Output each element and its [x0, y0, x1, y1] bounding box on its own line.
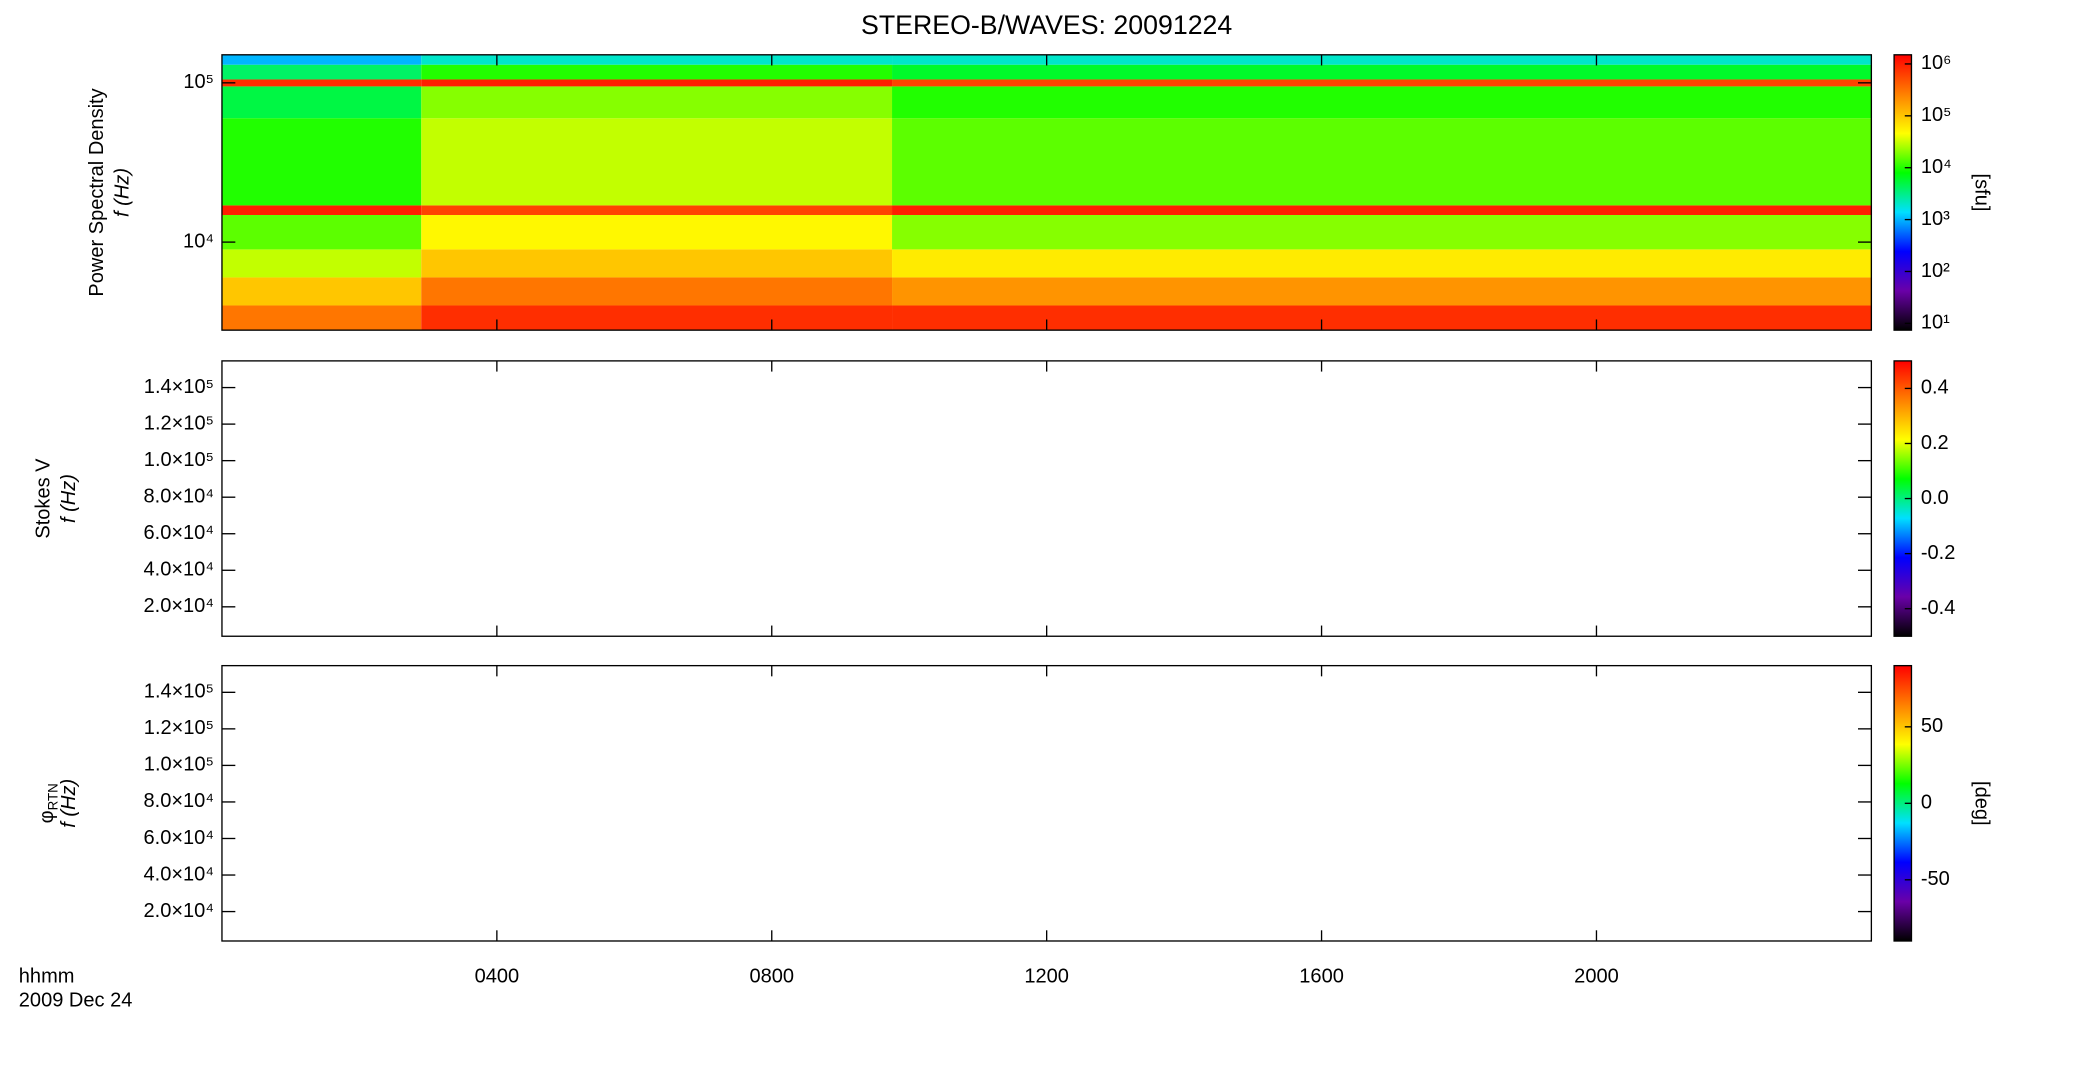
heatmap-cell — [221, 214, 422, 250]
colorbar-tick-label: 10⁴ — [1921, 156, 1952, 178]
heatmap-cell — [221, 64, 422, 80]
x-tick-label: 2000 — [1574, 965, 1619, 987]
heatmap-cell — [421, 54, 893, 65]
y-axis-label-subscript: RTN — [45, 783, 60, 810]
y-tick-label: 2.0×10⁴ — [144, 900, 214, 922]
heatmap-cell — [892, 305, 1872, 331]
heatmap-cell — [892, 214, 1872, 250]
chart-title: STEREO-B/WAVES: 20091224 — [861, 10, 1232, 40]
y-tick-label: 4.0×10⁴ — [144, 559, 214, 581]
heatmap-cell — [421, 305, 893, 331]
heatmap-cell — [421, 214, 893, 250]
colorbar-tick-label: 0.0 — [1921, 487, 1949, 509]
heatmap-cell — [221, 249, 422, 278]
y-axis-label-symbol: φ — [36, 810, 58, 823]
colorbar-tick-label: -0.4 — [1921, 597, 1956, 619]
y-tick-label: 6.0×10⁴ — [144, 522, 214, 544]
y-axis-label: f (Hz) — [58, 474, 80, 523]
x-tick-label: 1200 — [1024, 965, 1069, 987]
colorbar-tick-label: 10¹ — [1921, 312, 1950, 334]
heatmap-cell — [892, 205, 1872, 215]
y-tick-label: 10⁴ — [183, 230, 214, 252]
colorbar-tick-label: 0.2 — [1921, 432, 1949, 454]
colorbar-tick-label: 10³ — [1921, 208, 1950, 230]
y-tick-label: 4.0×10⁴ — [144, 863, 214, 885]
heatmap-cell — [421, 205, 893, 215]
y-axis-label: f (Hz) — [111, 168, 133, 217]
heatmap-cell — [892, 249, 1872, 278]
heatmap-cell — [421, 249, 893, 278]
heatmap-cell — [421, 79, 893, 87]
heatmap-cell — [221, 54, 422, 65]
colorbar-tick-label: 10² — [1921, 260, 1950, 282]
plot-frame — [221, 360, 1873, 637]
colorbar — [1893, 54, 1913, 331]
colorbar-tick-label: 10⁵ — [1921, 104, 1952, 126]
heatmap-cell — [892, 54, 1872, 65]
y-axis-label: φRTN — [36, 783, 60, 823]
heatmap-cell — [421, 86, 893, 119]
y-tick-label: 10⁵ — [183, 71, 214, 93]
y-tick-label: 1.2×10⁵ — [144, 412, 214, 434]
heatmap-cell — [892, 79, 1872, 87]
y-tick-label: 1.4×10⁵ — [144, 376, 214, 398]
x-tick-label: 0400 — [475, 965, 520, 987]
heatmap-cell — [892, 118, 1872, 206]
y-tick-label: 8.0×10⁴ — [144, 790, 214, 812]
colorbar-tick-label: 0.4 — [1921, 377, 1949, 399]
colorbar-label: [deg] — [1971, 781, 1993, 826]
heatmap-cell — [221, 205, 422, 215]
colorbar-tick-label: 0 — [1921, 792, 1932, 814]
x-tick-label: 0800 — [749, 965, 794, 987]
colorbar-tick-label: 10⁶ — [1921, 52, 1952, 74]
heatmap-cell — [421, 118, 893, 206]
x-axis-label: hhmm — [19, 965, 75, 987]
heatmap-cell — [892, 86, 1872, 119]
colorbar-tick-label: 50 — [1921, 715, 1943, 737]
y-axis-label: Stokes V — [32, 458, 54, 539]
x-axis-date: 2009 Dec 24 — [19, 989, 133, 1011]
plot-frame — [221, 664, 1873, 942]
heatmap-cell — [421, 64, 893, 80]
heatmap-cell — [221, 305, 422, 331]
heatmap-cell — [892, 64, 1872, 80]
y-tick-label: 2.0×10⁴ — [144, 595, 214, 617]
y-axis-label: Power Spectral Density — [86, 88, 108, 296]
heatmap-cell — [892, 277, 1872, 306]
colorbar-tick-label: -50 — [1921, 868, 1950, 890]
y-tick-label: 8.0×10⁴ — [144, 485, 214, 507]
heatmap-cell — [221, 79, 422, 87]
colorbar-label: [sfu] — [1971, 174, 1993, 212]
y-tick-label: 1.0×10⁵ — [144, 449, 214, 471]
heatmap-cell — [221, 277, 422, 306]
y-tick-label: 1.2×10⁵ — [144, 717, 214, 739]
heatmap-cell — [221, 118, 422, 206]
y-tick-label: 1.0×10⁵ — [144, 754, 214, 776]
heatmap-cell — [421, 277, 893, 306]
y-tick-label: 1.4×10⁵ — [144, 681, 214, 703]
y-tick-label: 6.0×10⁴ — [144, 827, 214, 849]
heatmap-cell — [221, 86, 422, 119]
y-axis-label: f (Hz) — [58, 779, 80, 828]
colorbar-tick-label: -0.2 — [1921, 542, 1956, 564]
x-tick-label: 1600 — [1299, 965, 1344, 987]
